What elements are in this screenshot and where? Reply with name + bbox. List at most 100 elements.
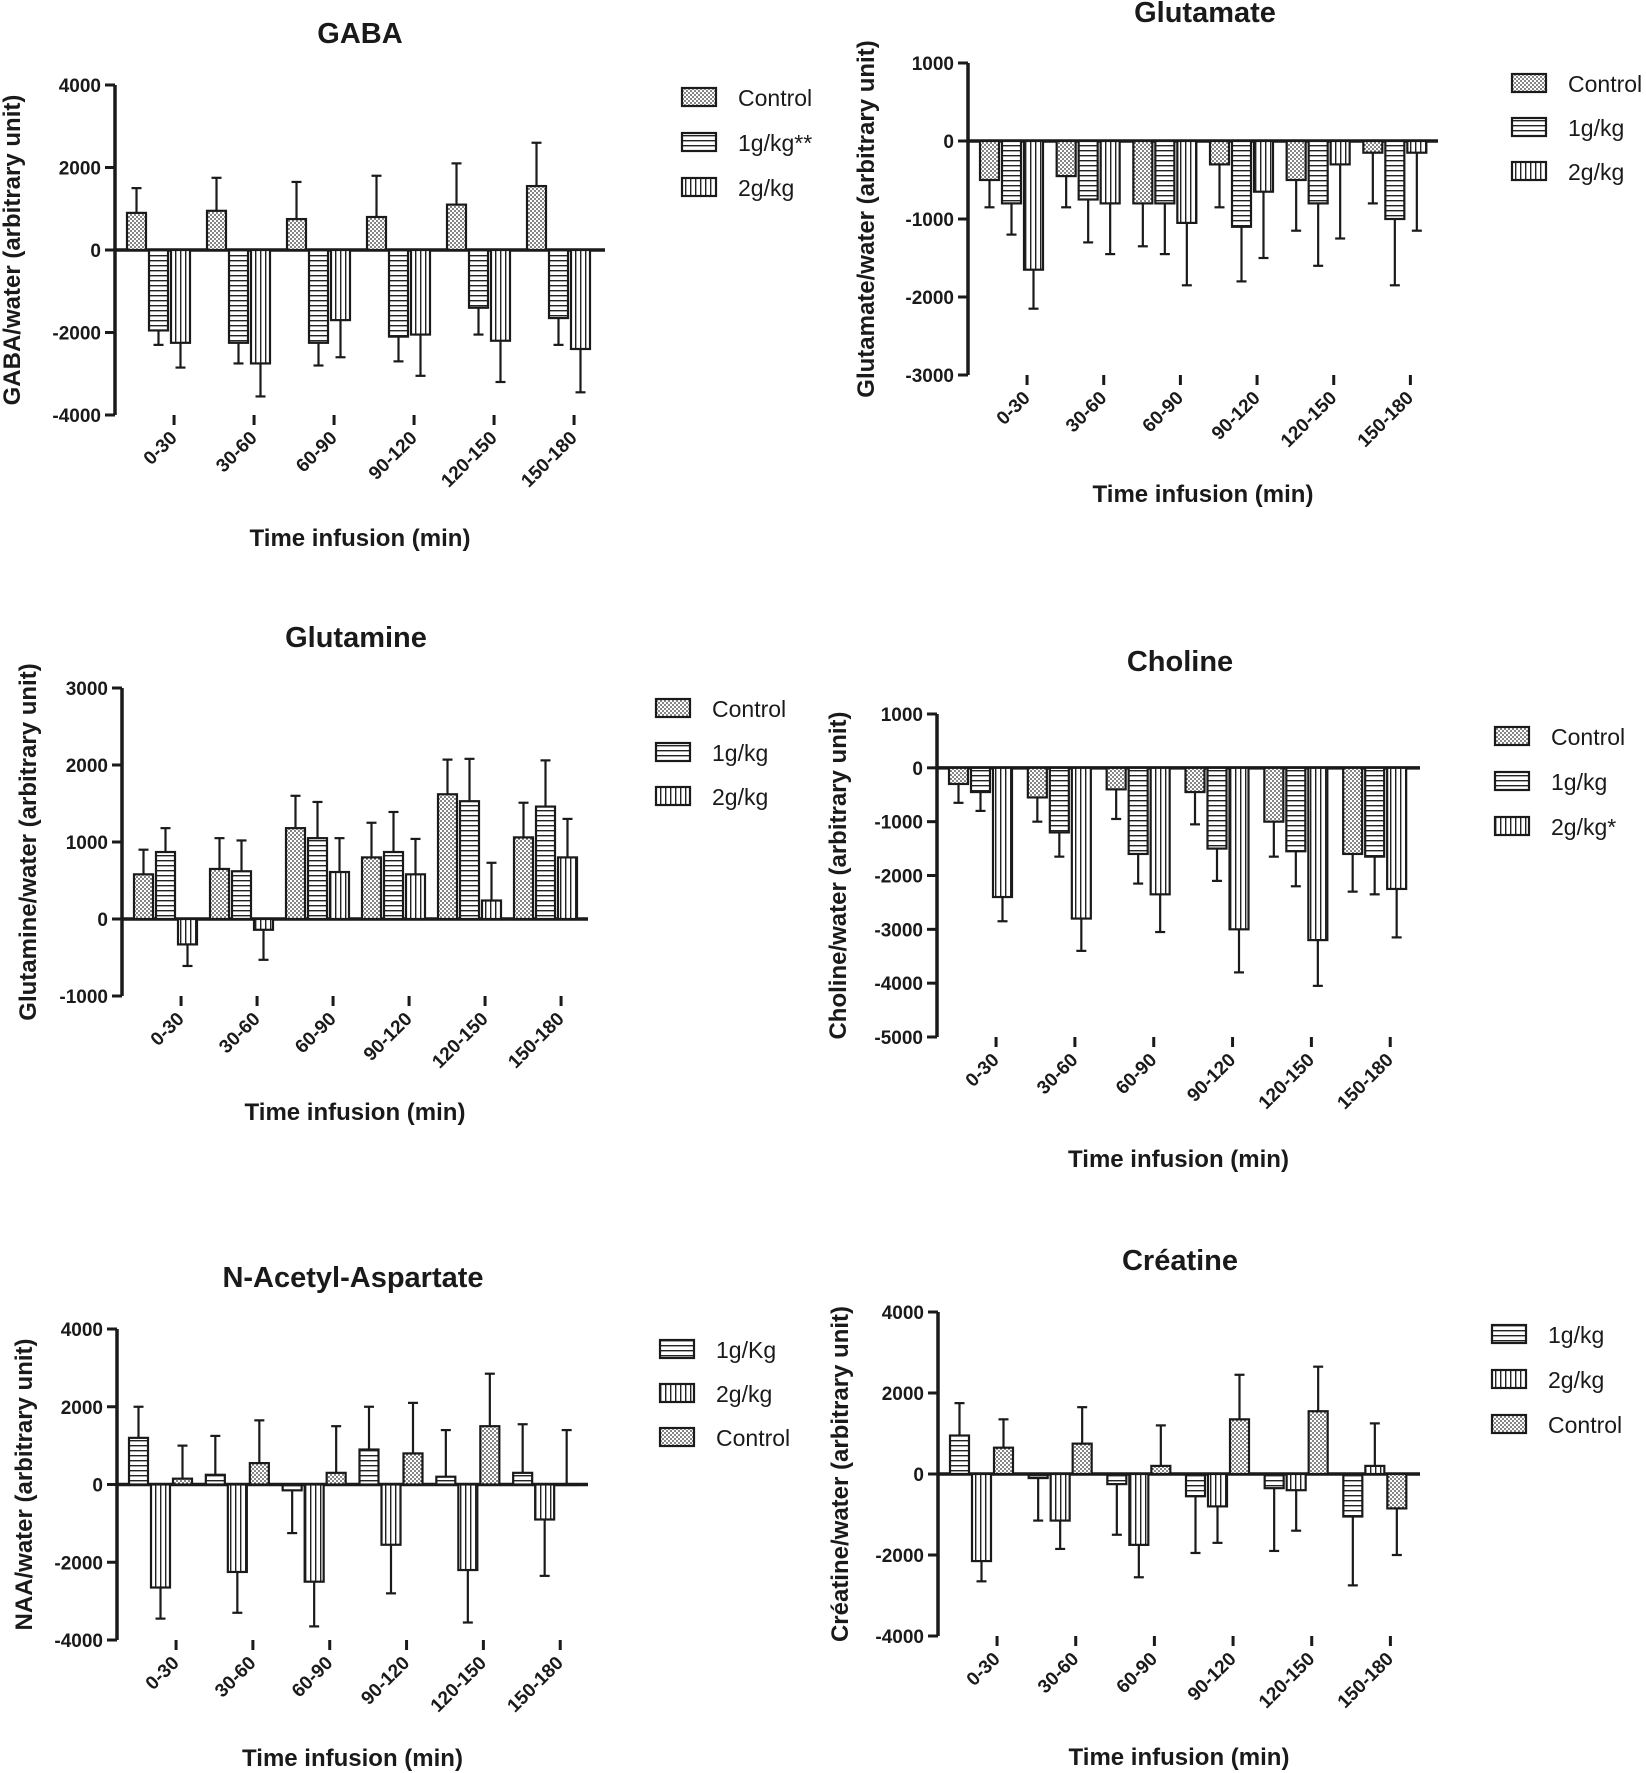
bars [132,757,579,968]
y-tick-label: 0 [97,910,108,931]
y-tick-label: -4000 [54,1631,103,1652]
x-category-label: 60-90 [288,1653,337,1702]
bar [1228,1418,1251,1476]
bar [1206,1472,1229,1508]
bar [457,1483,479,1572]
bar [306,837,329,921]
y-tick-label: -1000 [905,210,954,231]
bar [1252,139,1275,193]
legend-label: 2g/kg [712,784,768,810]
bar [1386,1472,1408,1510]
bar [556,856,579,921]
bar [1049,1472,1071,1522]
bar [169,248,192,344]
legend-label: 1g/kg [1568,115,1624,141]
bar [479,1425,501,1486]
chart-gaba: GABA Time infusion (min) GABA/water (arb… [0,18,812,552]
legend [1510,72,1548,182]
bar [1406,139,1428,154]
bars [125,141,592,398]
bar [1099,139,1121,205]
y-axis-label: Glutamine/water (arbitrary unit) [15,663,42,1020]
x-category-label: 150-180 [504,1009,568,1073]
x-category-label: 60-90 [1113,1649,1162,1698]
bar [382,850,405,921]
x-category-label: 150-180 [1334,1649,1398,1713]
y-tick-label: 2000 [66,756,108,777]
chart-title: Glutamine [285,622,427,654]
legend-swatch [680,86,718,108]
x-category-label: 60-90 [292,428,341,477]
bar [1285,766,1307,853]
y-tick-label: 1000 [912,54,954,75]
x-category-label: 90-120 [1183,1050,1240,1107]
bars [127,1372,578,1628]
bar [204,1473,226,1486]
bars [947,766,1408,987]
y-tick-label: -2000 [874,867,923,888]
bar [1154,139,1176,205]
bar [1048,766,1070,834]
bar [1176,139,1198,225]
axes [958,61,1438,385]
bar [947,766,970,786]
bar [329,248,352,322]
x-category-label: 0-30 [962,1050,1004,1092]
bar [1364,766,1386,858]
legend-swatch [654,785,692,807]
legend-swatch [658,1382,696,1404]
x-category-label: 0-30 [963,1649,1005,1691]
bar [125,211,148,252]
bar [480,899,503,921]
bar [285,217,308,252]
x-axis-label: Time infusion (min) [242,1745,463,1772]
bar [127,1436,150,1486]
legend-swatch [1490,1368,1528,1390]
axes [112,686,588,1006]
y-tick-label: 0 [912,759,923,780]
bar [1027,1472,1049,1480]
bar [978,139,1001,182]
bar [154,850,177,921]
bar [402,1452,424,1486]
y-tick-label: -5000 [874,1028,923,1049]
bar [1384,139,1406,221]
bar [176,917,199,946]
legend [680,86,718,198]
bar [1230,139,1253,228]
bar [512,836,535,921]
bar [208,867,231,921]
bar [1022,139,1045,271]
y-tick-label: -3000 [905,366,954,387]
x-axis-label: Time infusion (min) [1069,1744,1290,1771]
bar [248,1462,270,1486]
bar [534,1483,556,1521]
legend-swatch [680,131,718,153]
bar [1077,139,1099,201]
bar [409,248,432,336]
axes [927,712,1420,1047]
x-category-label: 30-60 [1034,1649,1083,1698]
y-tick-label: 3000 [66,679,108,700]
bar [1206,766,1228,850]
chart-creatine: Créatine Time infusion (min) Créatine/wa… [827,1245,1622,1771]
bar [436,793,459,921]
legend-swatch [1493,770,1531,792]
bar [1285,139,1307,182]
bar [404,873,427,921]
y-tick-label: -4000 [875,1627,924,1648]
bar [1263,1472,1285,1490]
chart-glutamate: Glutamate Time infusion (min) Glutamate/… [853,0,1642,508]
bar [1329,139,1351,166]
x-category-label: 90-120 [357,1653,414,1710]
legend-swatch [1510,116,1548,138]
x-category-label: 150-180 [517,428,581,492]
x-category-label: 90-120 [365,428,422,485]
legend-label: 2g/kg [1568,159,1624,185]
bar [360,856,383,921]
legend-label: Control [712,696,786,722]
x-axis-label: Time infusion (min) [250,525,471,552]
bar [1149,766,1171,896]
bar [992,1446,1015,1476]
